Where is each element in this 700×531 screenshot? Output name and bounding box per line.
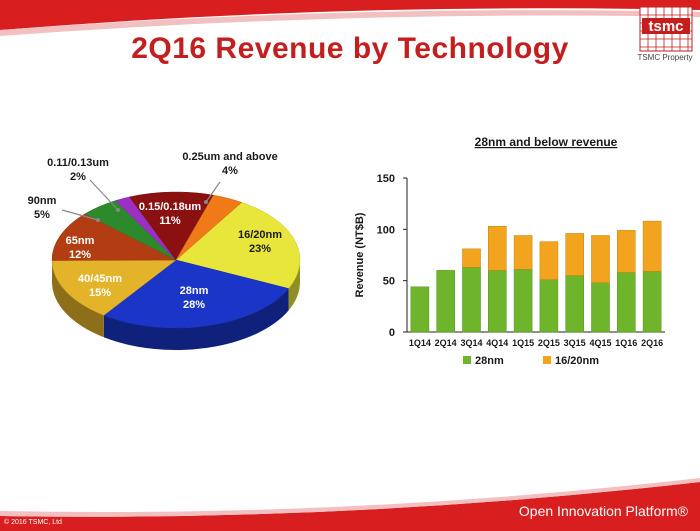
pie-label-value-0-25um-and-above: 4% bbox=[222, 165, 238, 177]
bar-16-20nm-3q15 bbox=[565, 233, 584, 276]
pie-label-name-28nm: 28nm bbox=[180, 285, 209, 297]
bar-16-20nm-2q16 bbox=[642, 220, 662, 272]
pie-label-value-0-11-0-13um: 2% bbox=[70, 171, 86, 183]
bar-28nm-2q14 bbox=[436, 270, 455, 333]
copyright-text: © 2016 TSMC, Ltd bbox=[4, 519, 62, 526]
pie-label-value-40-45nm: 15% bbox=[89, 287, 111, 299]
pie-label-value-90nm: 5% bbox=[34, 209, 50, 221]
legend-swatch-16-20nm bbox=[543, 356, 551, 364]
x-tick-label: 1Q16 bbox=[615, 338, 637, 348]
pie-label-name-0-11-0-13um: 0.11/0.13um bbox=[47, 157, 109, 169]
bar-28nm-3q14 bbox=[462, 267, 481, 333]
bar-16-20nm-2q15 bbox=[539, 241, 559, 280]
pie-slice-40-45nm bbox=[51, 259, 177, 316]
y-axis-label: Revenue (NT$B) bbox=[354, 212, 366, 297]
y-tick-label: 150 bbox=[377, 173, 395, 185]
logo-caption: TSMC Property bbox=[637, 53, 693, 62]
y-tick-label: 50 bbox=[383, 276, 395, 288]
bar-16-20nm-4q15 bbox=[591, 235, 610, 283]
pie-leader-dot-90nm bbox=[96, 218, 100, 222]
bar-28nm-3q15 bbox=[565, 275, 584, 333]
pie-label-value-65nm: 12% bbox=[69, 249, 91, 261]
legend-label-28nm: 28nm bbox=[475, 355, 504, 367]
pie-label-name-16-20nm: 16/20nm bbox=[238, 229, 282, 241]
legend-label-16-20nm: 16/20nm bbox=[555, 355, 599, 367]
bar-28nm-1q15 bbox=[513, 269, 533, 333]
pie-chart-technology: 16/20nm 23% 28nm 28% 40/45nm 15% 65nm 12% 90nm 5%… bbox=[28, 151, 301, 350]
pie-side-16-20nm bbox=[288, 260, 300, 311]
pie-leader-dot-0-25um-and-above bbox=[204, 200, 208, 204]
pie-label-value-16-20nm: 23% bbox=[249, 243, 271, 255]
pie-label-name-0-25um-and-above: 0.25um and above bbox=[182, 151, 277, 163]
y-tick-label: 100 bbox=[377, 224, 395, 236]
pie-slice-16-20nm bbox=[175, 202, 301, 289]
pie-label-name-90nm: 90nm bbox=[28, 195, 57, 207]
bar-16-20nm-1q16 bbox=[617, 230, 636, 273]
bar-28nm-4q15 bbox=[591, 282, 610, 333]
pie-label-value-0-15-0-18um: 11% bbox=[159, 215, 181, 227]
x-tick-label: 1Q15 bbox=[512, 338, 534, 348]
bar-16-20nm-3q14 bbox=[462, 248, 481, 268]
bar-28nm-2q16 bbox=[642, 271, 662, 333]
bar-28nm-1q14 bbox=[410, 286, 430, 333]
logo-wordmark: tsmc bbox=[648, 18, 683, 35]
bar-chart-28nm-and-below: 28nm and below revenue 0 50 100 150 Revenue (… bbox=[354, 135, 665, 367]
pie-leader-0-11-0-13um bbox=[89, 179, 119, 211]
y-tick-label: 0 bbox=[389, 327, 395, 339]
pie-leader-dot-0-11-0-13um bbox=[116, 208, 120, 212]
legend-swatch-28nm bbox=[463, 356, 471, 364]
bottom-band-decoration bbox=[0, 478, 700, 531]
bar-28nm-2q15 bbox=[539, 279, 559, 333]
bar-28nm-1q16 bbox=[617, 272, 636, 333]
pie-leader-90nm bbox=[61, 209, 99, 221]
bar-28nm-4q14 bbox=[488, 270, 507, 333]
pie-label-name-0-15-0-18um: 0.15/0.18um bbox=[139, 201, 202, 213]
x-tick-label: 3Q14 bbox=[460, 338, 482, 348]
x-tick-label: 1Q14 bbox=[409, 338, 431, 348]
pie-label-name-65nm: 65nm bbox=[66, 235, 95, 247]
x-tick-label: 4Q14 bbox=[486, 338, 508, 348]
x-tick-label: 3Q15 bbox=[564, 338, 586, 348]
pie-label-value-28nm: 28% bbox=[183, 299, 205, 311]
bar-chart-title: 28nm and below revenue bbox=[475, 135, 618, 149]
x-tick-label: 2Q16 bbox=[641, 338, 663, 348]
open-innovation-platform-text: Open Innovation Platform® bbox=[518, 503, 688, 519]
tsmc-logo: tsmc bbox=[639, 6, 693, 52]
x-tick-label: 4Q15 bbox=[589, 338, 611, 348]
pie-leader-0-25um-and-above bbox=[205, 181, 221, 203]
pie-slice-0-25um-and-above bbox=[175, 194, 243, 261]
x-tick-label: 2Q14 bbox=[435, 338, 457, 348]
pie-label-name-40-45nm: 40/45nm bbox=[78, 273, 122, 285]
top-swoosh-decoration bbox=[0, 0, 700, 36]
bar-16-20nm-1q15 bbox=[513, 235, 533, 270]
x-tick-label: 2Q15 bbox=[538, 338, 560, 348]
pie-side-40-45nm bbox=[52, 260, 104, 338]
pie-slice-28nm bbox=[103, 259, 290, 329]
pie-side-28nm bbox=[103, 288, 289, 350]
bar-16-20nm-4q14 bbox=[488, 226, 507, 271]
slide-title: 2Q16 Revenue by Technology bbox=[131, 32, 569, 65]
